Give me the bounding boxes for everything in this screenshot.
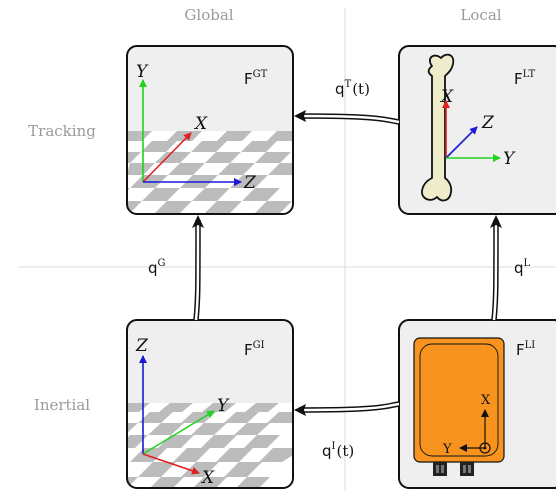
gi-axis-y-label: Y <box>217 396 230 416</box>
gt-axis-y-label: Y <box>136 62 149 82</box>
frame-gi-box <box>126 319 294 489</box>
column-header-local: Local <box>460 6 501 24</box>
lt-axis-z-label: Z <box>481 113 495 133</box>
frame-lt-label: FLT <box>514 69 535 88</box>
gt-axis-z-label: Z <box>243 173 257 193</box>
frame-gt-label: FGT <box>244 69 268 88</box>
frame-lt-axes <box>442 100 501 162</box>
li-axis-x-label: X <box>481 393 491 408</box>
checkerboard-floor-icon <box>127 131 293 214</box>
frame-li-label: FLI <box>516 340 535 359</box>
column-header-global: Global <box>184 6 233 24</box>
bone-icon <box>421 53 455 202</box>
lt-axis-x-label: X <box>439 87 454 107</box>
gi-axis-x-label: X <box>200 468 215 488</box>
edge-qG-label: qG <box>148 258 166 277</box>
gi-axis-z-label: Z <box>135 336 149 356</box>
edge-qL-label: qL <box>514 258 531 277</box>
row-header-tracking: Tracking <box>28 122 96 140</box>
edge-qI-label: qI(t) <box>322 441 354 460</box>
frame-gt-axes <box>139 79 242 186</box>
frame-gi-label: FGI <box>244 340 265 359</box>
arrow-qT <box>294 110 400 125</box>
li-axis-y-label: Y <box>442 442 452 457</box>
frame-li-axes <box>459 409 491 454</box>
row-header-inertial: Inertial <box>34 396 90 414</box>
checkerboard-floor-icon <box>127 403 293 488</box>
arrow-qI <box>294 401 400 416</box>
gt-axis-x-label: X <box>193 114 208 134</box>
frame-gi-axes <box>139 355 215 475</box>
arrow-qG <box>192 215 204 321</box>
edge-qT-label: qT(t) <box>335 79 370 98</box>
frame-gt-box <box>126 45 294 215</box>
imu-sensor-icon <box>413 337 505 476</box>
lt-axis-y-label: Y <box>503 149 516 169</box>
arrow-qL <box>490 215 502 321</box>
